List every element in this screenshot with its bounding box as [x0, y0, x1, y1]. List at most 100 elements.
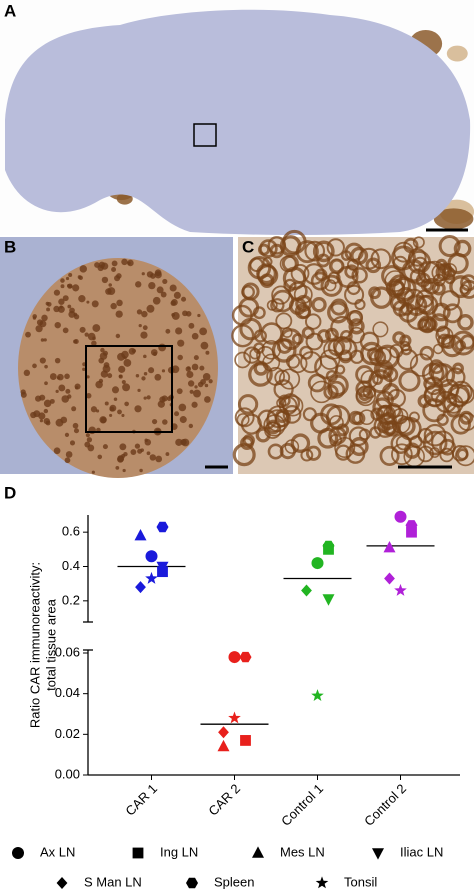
- y-tick-label: 0.02: [55, 726, 80, 741]
- stained-cell: [115, 466, 120, 470]
- stained-cell: [310, 271, 330, 291]
- stained-cell: [32, 363, 37, 369]
- stained-cell: [177, 339, 185, 347]
- stained-cell: [399, 334, 412, 347]
- stained-cell: [64, 432, 70, 437]
- stained-cell: [154, 373, 162, 381]
- stained-cell: [73, 428, 80, 434]
- stained-cell: [136, 309, 143, 315]
- stained-cell: [107, 287, 116, 296]
- stained-cell: [152, 296, 161, 305]
- stained-cell: [450, 330, 474, 356]
- stained-cell: [38, 412, 46, 420]
- data-point: [145, 571, 158, 584]
- stained-cell: [124, 401, 129, 407]
- stained-cell: [162, 419, 168, 425]
- stained-cell: [194, 385, 198, 389]
- stained-cell: [204, 396, 211, 403]
- stained-cell: [161, 369, 166, 373]
- data-point: [311, 557, 324, 570]
- data-point: [135, 581, 146, 594]
- stained-cell: [438, 234, 461, 258]
- stained-cell: [278, 368, 301, 390]
- stained-cell: [39, 357, 46, 364]
- data-point: [322, 540, 335, 552]
- stained-cell: [72, 284, 80, 292]
- stained-cell: [191, 363, 199, 371]
- stained-cell: [119, 443, 127, 451]
- stained-cell: [138, 323, 142, 328]
- stained-cell: [177, 354, 183, 361]
- stained-cell: [158, 343, 167, 352]
- stained-cell: [290, 433, 311, 453]
- stained-cell: [350, 246, 369, 265]
- stained-cell: [101, 276, 109, 284]
- stained-cell: [146, 451, 151, 456]
- stained-cell: [282, 266, 307, 291]
- stained-cell: [86, 300, 90, 304]
- stained-cell: [204, 383, 209, 388]
- x-tick-label: CAR 1: [122, 781, 160, 819]
- y-tick-label: 0.00: [55, 766, 80, 781]
- stained-cell: [317, 329, 331, 343]
- stained-cell: [115, 310, 123, 318]
- stained-cell: [159, 396, 166, 403]
- stained-cell: [459, 279, 474, 299]
- stained-cell: [25, 331, 31, 338]
- stained-cell: [276, 338, 293, 354]
- stained-cell: [191, 332, 199, 340]
- stained-cell: [64, 373, 70, 380]
- stained-cell: [53, 305, 60, 313]
- stained-cell: [232, 443, 256, 467]
- stained-cell: [351, 267, 368, 284]
- stained-cell: [330, 259, 344, 273]
- stained-cell: [442, 303, 463, 324]
- stained-cell: [141, 272, 145, 276]
- stained-cell: [134, 405, 142, 413]
- data-point: [218, 726, 229, 739]
- stained-cell: [372, 321, 389, 338]
- stained-cell: [249, 348, 261, 360]
- stained-cell: [92, 336, 96, 341]
- stained-cell: [121, 258, 128, 266]
- stained-cell: [358, 409, 375, 426]
- data-point: [394, 583, 407, 596]
- stained-cell: [178, 403, 187, 412]
- stained-cell: [191, 401, 198, 408]
- stained-cell: [305, 445, 322, 461]
- stained-cell: [91, 470, 95, 474]
- stained-cell: [336, 265, 359, 289]
- legend-label: Ax LN: [40, 844, 75, 859]
- y-axis-label: Ratio CAR immunoreactivity:: [27, 562, 42, 728]
- stained-cell: [84, 332, 89, 337]
- stained-cell: [169, 284, 177, 292]
- stained-cell: [116, 299, 123, 307]
- data-point: [406, 526, 417, 538]
- stained-cell: [39, 320, 47, 328]
- stained-cell: [193, 389, 201, 398]
- stained-cell: [121, 350, 129, 359]
- stained-cell: [242, 434, 255, 447]
- stained-cell: [185, 311, 192, 317]
- stained-cell: [412, 256, 428, 272]
- stained-cell: [121, 413, 125, 418]
- data-point: [228, 711, 241, 724]
- stained-cell: [348, 426, 369, 447]
- stained-cell: [422, 398, 447, 423]
- stained-cell: [435, 263, 453, 281]
- stained-cell: [267, 236, 287, 255]
- stained-cell: [116, 273, 122, 279]
- stained-cell: [45, 420, 51, 426]
- data-point: [156, 521, 169, 533]
- stained-cell: [155, 455, 163, 463]
- stained-cell: [186, 370, 194, 379]
- stained-cell: [142, 325, 148, 331]
- panel-label: C: [242, 237, 254, 256]
- stained-cell: [311, 297, 327, 313]
- stained-cell: [260, 322, 283, 345]
- stained-cell: [370, 248, 392, 270]
- stained-cell: [60, 284, 65, 289]
- stained-cell: [349, 349, 365, 364]
- stained-cell: [135, 373, 140, 378]
- stained-cell: [69, 440, 76, 446]
